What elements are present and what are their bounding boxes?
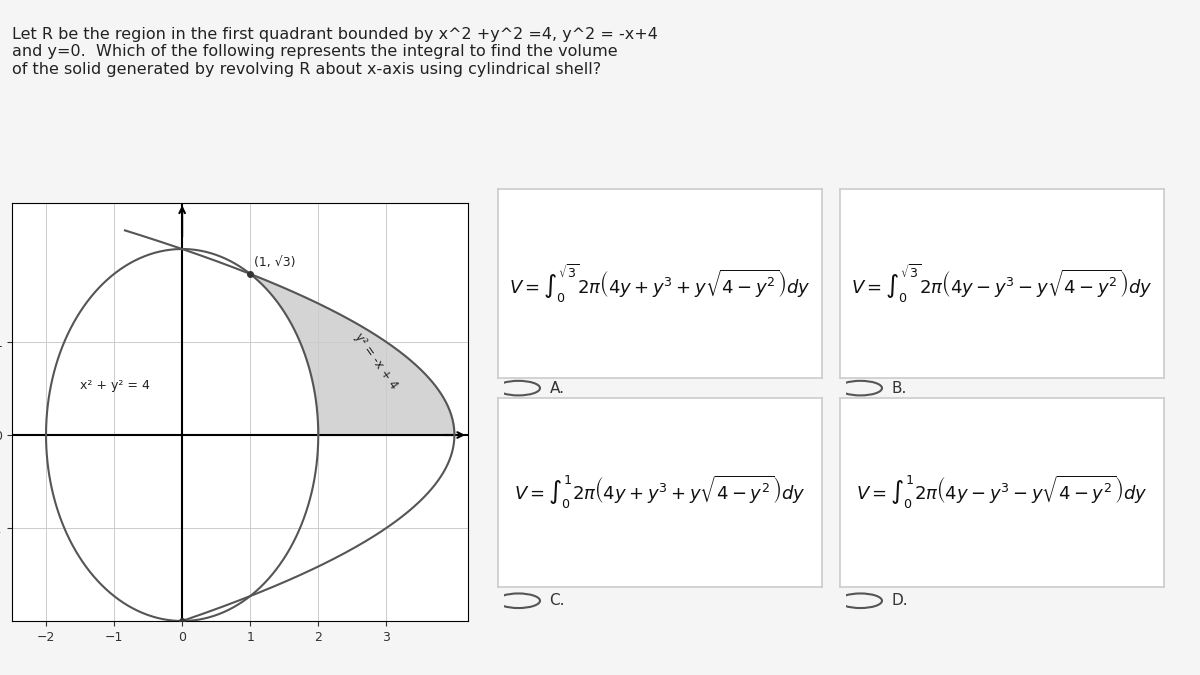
Text: (1, √3): (1, √3) xyxy=(253,256,295,269)
Text: D.: D. xyxy=(892,593,908,608)
Text: A.: A. xyxy=(550,381,565,396)
Text: $V = \int_0^{\sqrt{3}} 2\pi\left(4y + y^3 + y\sqrt{4 - y^2}\right)dy$: $V = \int_0^{\sqrt{3}} 2\pi\left(4y + y^… xyxy=(509,263,811,304)
Text: C.: C. xyxy=(550,593,565,608)
Text: $V = \int_0^{1} 2\pi\left(4y + y^3 + y\sqrt{4 - y^2}\right)dy$: $V = \int_0^{1} 2\pi\left(4y + y^3 + y\s… xyxy=(515,475,805,511)
Text: $V = \int_0^{1} 2\pi\left(4y - y^3 - y\sqrt{4 - y^2}\right)dy$: $V = \int_0^{1} 2\pi\left(4y - y^3 - y\s… xyxy=(857,475,1147,511)
Text: B.: B. xyxy=(892,381,907,396)
Text: $V = \int_0^{\sqrt{3}} 2\pi\left(4y - y^3 - y\sqrt{4 - y^2}\right)dy$: $V = \int_0^{\sqrt{3}} 2\pi\left(4y - y^… xyxy=(851,263,1153,304)
Text: x² + y² = 4: x² + y² = 4 xyxy=(80,379,150,391)
Text: Let R be the region in the first quadrant bounded by x^2 +y^2 =4, y^2 = -x+4
and: Let R be the region in the first quadran… xyxy=(12,27,658,77)
Text: y² = -x + 4: y² = -x + 4 xyxy=(353,331,401,392)
